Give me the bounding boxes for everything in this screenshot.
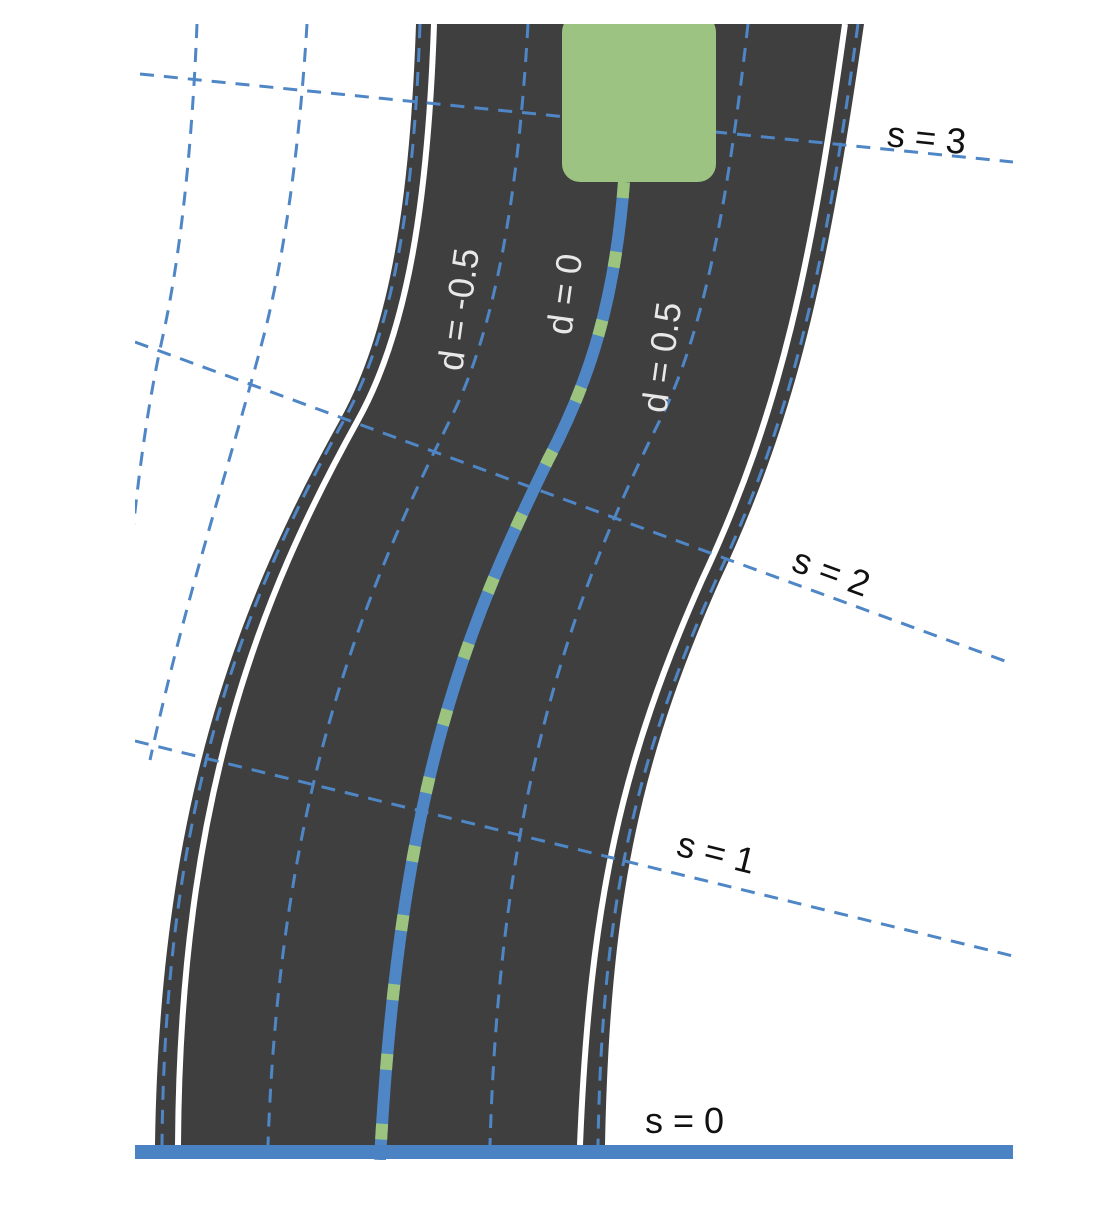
right-edge-line	[577, 24, 848, 1146]
centerline-d0	[374, 181, 630, 1160]
road-outer-dashed-lines	[160, 24, 860, 1146]
vehicle	[562, 24, 716, 182]
d-lines	[266, 24, 750, 1146]
s-line-1	[135, 739, 1013, 958]
d-line-plus-0-5	[488, 24, 750, 1146]
left-outer-dashed	[160, 24, 422, 1146]
s-label-0: s = 0	[645, 1100, 724, 1141]
s-label-1: s = 1	[673, 823, 760, 882]
s-line-2	[135, 340, 1013, 666]
d-line-minus-0-5	[266, 24, 530, 1146]
road-edge-lines	[175, 24, 848, 1146]
road-surface	[155, 24, 864, 1145]
right-outer-dashed	[596, 24, 860, 1146]
left-edge-line	[175, 24, 437, 1146]
s0-baseline	[135, 1145, 1013, 1159]
d-grid-line-far-left	[135, 24, 199, 526]
lateral-grid-lines-left	[135, 24, 309, 761]
s-label-2: s = 2	[787, 539, 875, 605]
s-label-3: s = 3	[885, 113, 968, 162]
